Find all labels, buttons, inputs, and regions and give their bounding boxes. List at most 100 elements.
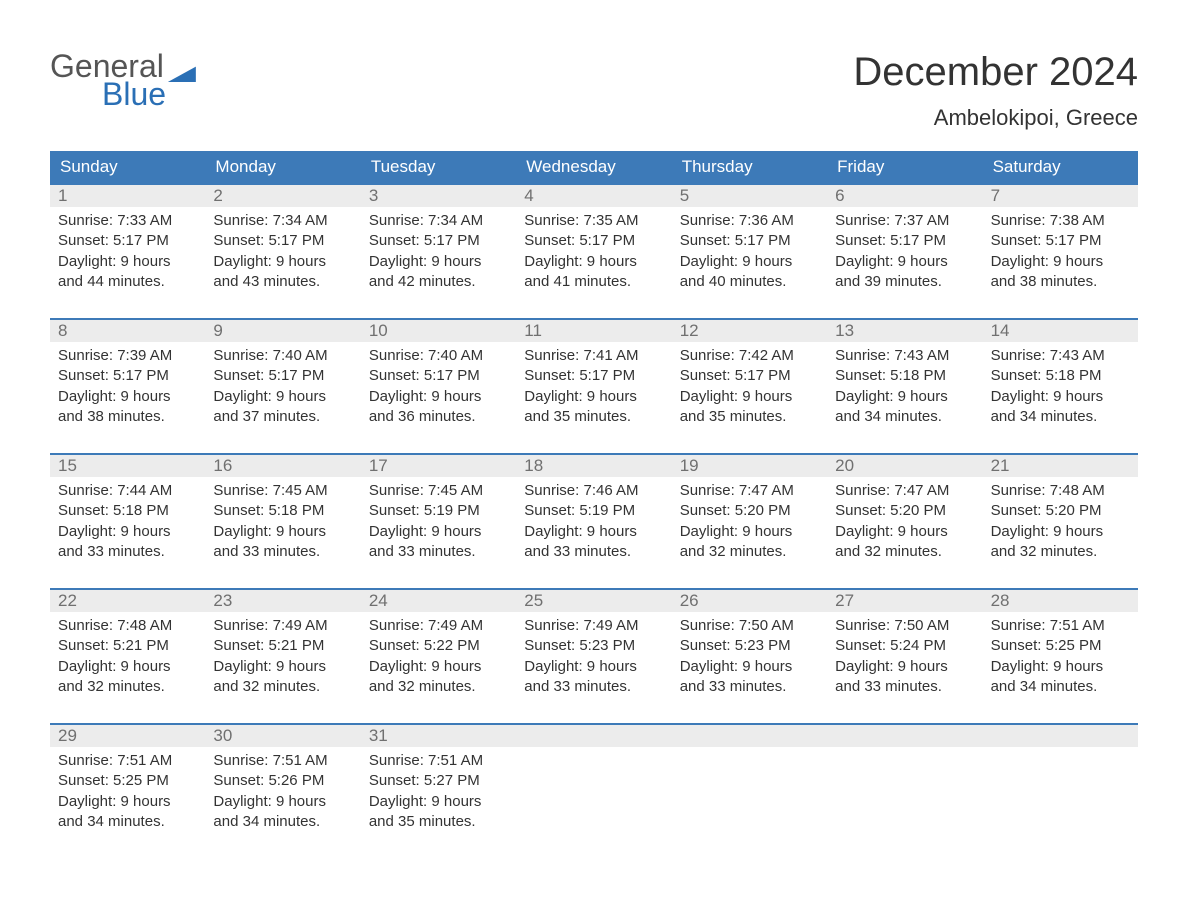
day-number: . bbox=[516, 725, 671, 747]
daylight-text: Daylight: 9 hours bbox=[58, 252, 197, 272]
day-details: Sunrise: 7:39 AMSunset: 5:17 PMDaylight:… bbox=[50, 342, 205, 437]
daylight-text: and 34 minutes. bbox=[213, 812, 352, 832]
calendar-day: 27Sunrise: 7:50 AMSunset: 5:24 PMDayligh… bbox=[827, 590, 982, 707]
day-details: Sunrise: 7:51 AMSunset: 5:25 PMDaylight:… bbox=[50, 747, 205, 842]
daylight-text: and 35 minutes. bbox=[524, 407, 663, 427]
sunset-text: Sunset: 5:17 PM bbox=[680, 366, 819, 386]
daylight-text: Daylight: 9 hours bbox=[213, 252, 352, 272]
day-details: Sunrise: 7:48 AMSunset: 5:20 PMDaylight:… bbox=[983, 477, 1138, 572]
sunrise-text: Sunrise: 7:49 AM bbox=[213, 616, 352, 636]
daylight-text: and 38 minutes. bbox=[58, 407, 197, 427]
daylight-text: Daylight: 9 hours bbox=[213, 792, 352, 812]
sunrise-text: Sunrise: 7:40 AM bbox=[213, 346, 352, 366]
day-number: 1 bbox=[50, 185, 205, 207]
daylight-text: Daylight: 9 hours bbox=[58, 792, 197, 812]
daylight-text: and 44 minutes. bbox=[58, 272, 197, 292]
day-number: 22 bbox=[50, 590, 205, 612]
sunset-text: Sunset: 5:17 PM bbox=[369, 366, 508, 386]
day-number: . bbox=[983, 725, 1138, 747]
daylight-text: Daylight: 9 hours bbox=[58, 522, 197, 542]
sunrise-text: Sunrise: 7:39 AM bbox=[58, 346, 197, 366]
day-details: Sunrise: 7:37 AMSunset: 5:17 PMDaylight:… bbox=[827, 207, 982, 302]
daylight-text: Daylight: 9 hours bbox=[369, 522, 508, 542]
day-details bbox=[827, 747, 982, 827]
daylight-text: Daylight: 9 hours bbox=[213, 657, 352, 677]
daylight-text: Daylight: 9 hours bbox=[524, 522, 663, 542]
calendar-day: 9Sunrise: 7:40 AMSunset: 5:17 PMDaylight… bbox=[205, 320, 360, 437]
daylight-text: and 32 minutes. bbox=[58, 677, 197, 697]
daylight-text: Daylight: 9 hours bbox=[213, 387, 352, 407]
page-title: December 2024 bbox=[853, 50, 1138, 95]
calendar-week: 29Sunrise: 7:51 AMSunset: 5:25 PMDayligh… bbox=[50, 723, 1138, 842]
sunset-text: Sunset: 5:20 PM bbox=[680, 501, 819, 521]
daylight-text: Daylight: 9 hours bbox=[835, 657, 974, 677]
daylight-text: Daylight: 9 hours bbox=[991, 657, 1130, 677]
sunset-text: Sunset: 5:17 PM bbox=[680, 231, 819, 251]
logo: General Blue bbox=[50, 50, 196, 110]
daylight-text: Daylight: 9 hours bbox=[991, 522, 1130, 542]
daylight-text: Daylight: 9 hours bbox=[991, 387, 1130, 407]
calendar: Sunday Monday Tuesday Wednesday Thursday… bbox=[50, 151, 1138, 842]
day-details: Sunrise: 7:50 AMSunset: 5:23 PMDaylight:… bbox=[672, 612, 827, 707]
day-details: Sunrise: 7:36 AMSunset: 5:17 PMDaylight:… bbox=[672, 207, 827, 302]
sunrise-text: Sunrise: 7:51 AM bbox=[213, 751, 352, 771]
day-details: Sunrise: 7:51 AMSunset: 5:25 PMDaylight:… bbox=[983, 612, 1138, 707]
calendar-day: 29Sunrise: 7:51 AMSunset: 5:25 PMDayligh… bbox=[50, 725, 205, 842]
daylight-text: and 38 minutes. bbox=[991, 272, 1130, 292]
day-details bbox=[672, 747, 827, 827]
daylight-text: and 34 minutes. bbox=[835, 407, 974, 427]
day-details: Sunrise: 7:45 AMSunset: 5:19 PMDaylight:… bbox=[361, 477, 516, 572]
daylight-text: Daylight: 9 hours bbox=[680, 252, 819, 272]
day-number: 18 bbox=[516, 455, 671, 477]
sunset-text: Sunset: 5:22 PM bbox=[369, 636, 508, 656]
sunrise-text: Sunrise: 7:48 AM bbox=[58, 616, 197, 636]
day-details: Sunrise: 7:33 AMSunset: 5:17 PMDaylight:… bbox=[50, 207, 205, 302]
day-details: Sunrise: 7:47 AMSunset: 5:20 PMDaylight:… bbox=[672, 477, 827, 572]
sunrise-text: Sunrise: 7:48 AM bbox=[991, 481, 1130, 501]
sunrise-text: Sunrise: 7:45 AM bbox=[213, 481, 352, 501]
sunset-text: Sunset: 5:18 PM bbox=[991, 366, 1130, 386]
day-details: Sunrise: 7:49 AMSunset: 5:23 PMDaylight:… bbox=[516, 612, 671, 707]
daylight-text: Daylight: 9 hours bbox=[680, 387, 819, 407]
sunrise-text: Sunrise: 7:45 AM bbox=[369, 481, 508, 501]
day-details: Sunrise: 7:49 AMSunset: 5:21 PMDaylight:… bbox=[205, 612, 360, 707]
daylight-text: Daylight: 9 hours bbox=[524, 252, 663, 272]
day-number: 4 bbox=[516, 185, 671, 207]
sunset-text: Sunset: 5:20 PM bbox=[991, 501, 1130, 521]
sunset-text: Sunset: 5:23 PM bbox=[524, 636, 663, 656]
day-number: . bbox=[827, 725, 982, 747]
day-details: Sunrise: 7:44 AMSunset: 5:18 PMDaylight:… bbox=[50, 477, 205, 572]
sunset-text: Sunset: 5:23 PM bbox=[680, 636, 819, 656]
daylight-text: and 32 minutes. bbox=[369, 677, 508, 697]
calendar-day: 28Sunrise: 7:51 AMSunset: 5:25 PMDayligh… bbox=[983, 590, 1138, 707]
day-details: Sunrise: 7:34 AMSunset: 5:17 PMDaylight:… bbox=[205, 207, 360, 302]
calendar-day: . bbox=[516, 725, 671, 842]
day-header: Sunday bbox=[50, 151, 205, 183]
calendar-day: 10Sunrise: 7:40 AMSunset: 5:17 PMDayligh… bbox=[361, 320, 516, 437]
daylight-text: and 39 minutes. bbox=[835, 272, 974, 292]
calendar-day: 30Sunrise: 7:51 AMSunset: 5:26 PMDayligh… bbox=[205, 725, 360, 842]
sunrise-text: Sunrise: 7:42 AM bbox=[680, 346, 819, 366]
location-label: Ambelokipoi, Greece bbox=[853, 105, 1138, 131]
calendar-week: 15Sunrise: 7:44 AMSunset: 5:18 PMDayligh… bbox=[50, 453, 1138, 572]
calendar-day: 15Sunrise: 7:44 AMSunset: 5:18 PMDayligh… bbox=[50, 455, 205, 572]
daylight-text: Daylight: 9 hours bbox=[524, 657, 663, 677]
day-header: Monday bbox=[205, 151, 360, 183]
calendar-day: 21Sunrise: 7:48 AMSunset: 5:20 PMDayligh… bbox=[983, 455, 1138, 572]
sunset-text: Sunset: 5:19 PM bbox=[369, 501, 508, 521]
calendar-day: 31Sunrise: 7:51 AMSunset: 5:27 PMDayligh… bbox=[361, 725, 516, 842]
daylight-text: and 36 minutes. bbox=[369, 407, 508, 427]
day-details: Sunrise: 7:51 AMSunset: 5:26 PMDaylight:… bbox=[205, 747, 360, 842]
daylight-text: and 33 minutes. bbox=[680, 677, 819, 697]
calendar-day: 22Sunrise: 7:48 AMSunset: 5:21 PMDayligh… bbox=[50, 590, 205, 707]
day-details: Sunrise: 7:34 AMSunset: 5:17 PMDaylight:… bbox=[361, 207, 516, 302]
day-number: 7 bbox=[983, 185, 1138, 207]
header: General Blue December 2024 Ambelokipoi, … bbox=[50, 50, 1138, 131]
sunrise-text: Sunrise: 7:38 AM bbox=[991, 211, 1130, 231]
calendar-day: 23Sunrise: 7:49 AMSunset: 5:21 PMDayligh… bbox=[205, 590, 360, 707]
day-number: . bbox=[672, 725, 827, 747]
day-details: Sunrise: 7:47 AMSunset: 5:20 PMDaylight:… bbox=[827, 477, 982, 572]
sunset-text: Sunset: 5:17 PM bbox=[58, 231, 197, 251]
sunrise-text: Sunrise: 7:43 AM bbox=[835, 346, 974, 366]
day-details: Sunrise: 7:40 AMSunset: 5:17 PMDaylight:… bbox=[361, 342, 516, 437]
